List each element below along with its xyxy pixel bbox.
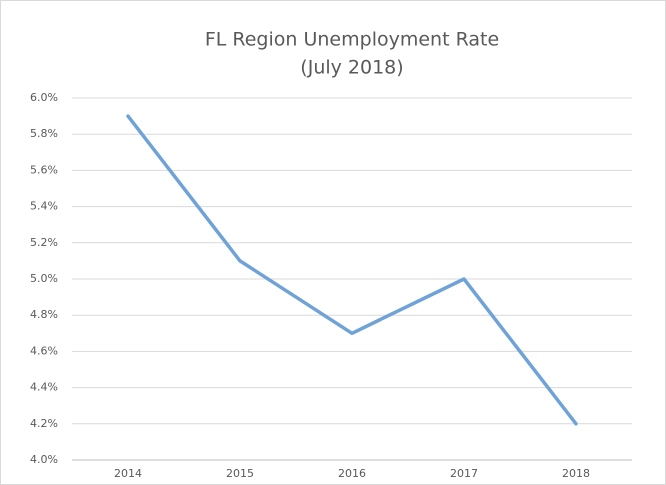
x-tick-label: 2018 [562, 467, 590, 480]
y-tick-label: 4.6% [30, 344, 58, 357]
chart-subtitle: (July 2018) [300, 57, 403, 79]
y-tick-label: 5.2% [30, 236, 58, 249]
y-tick-label: 4.8% [30, 308, 58, 321]
y-tick-label: 5.8% [30, 127, 58, 140]
x-tick-label: 2014 [114, 467, 142, 480]
chart-title: FL Region Unemployment Rate [205, 29, 499, 51]
y-tick-label: 6.0% [30, 91, 58, 104]
line-series [126, 114, 578, 426]
x-tick-label: 2015 [226, 467, 254, 480]
y-tick-label: 5.4% [30, 200, 58, 213]
y-tick-label: 4.2% [30, 417, 58, 430]
y-tick-label: 5.0% [30, 272, 58, 285]
x-tick-label: 2016 [338, 467, 366, 480]
y-tick-label: 4.4% [30, 381, 58, 394]
y-tick-label: 5.6% [30, 163, 58, 176]
x-tick-label: 2017 [450, 467, 478, 480]
y-tick-label: 4.0% [30, 453, 58, 466]
